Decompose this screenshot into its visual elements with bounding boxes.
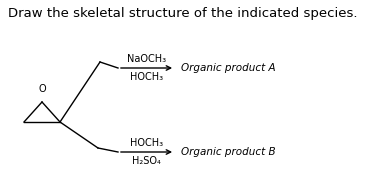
Text: Organic product B: Organic product B: [181, 147, 276, 157]
Text: O: O: [38, 84, 46, 94]
Text: Draw the skeletal structure of the indicated species.: Draw the skeletal structure of the indic…: [8, 6, 357, 19]
Text: HOCH₃: HOCH₃: [130, 72, 163, 82]
Text: Organic product A: Organic product A: [181, 63, 276, 73]
Text: NaOCH₃: NaOCH₃: [127, 54, 166, 64]
Text: HOCH₃: HOCH₃: [130, 138, 163, 148]
Text: H₂SO₄: H₂SO₄: [132, 156, 161, 166]
